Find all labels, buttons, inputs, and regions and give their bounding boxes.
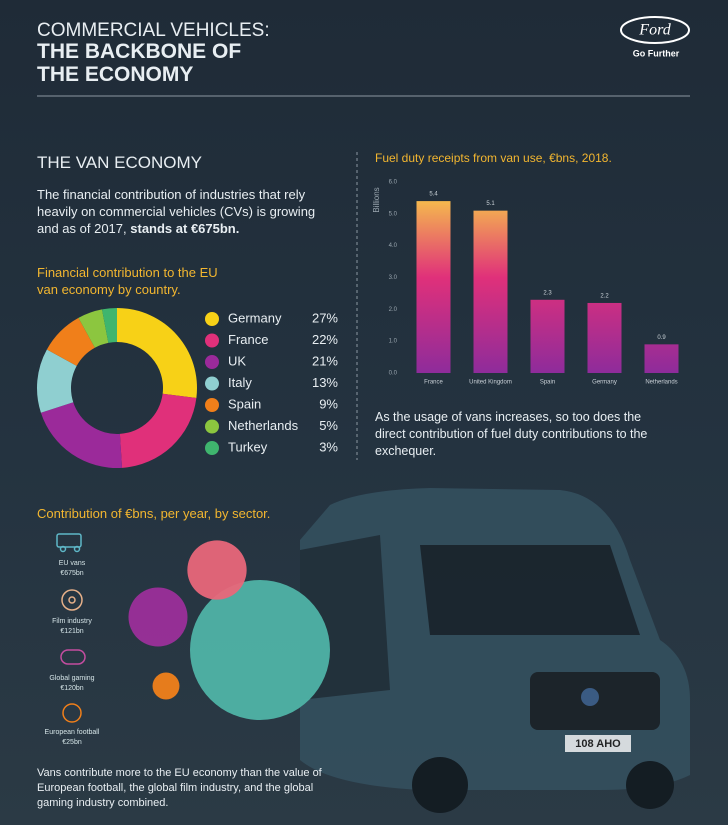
data-label: €121bn (60, 628, 83, 635)
logo-oval (620, 16, 690, 44)
legend-label: Film industry (52, 618, 92, 625)
legend-label: EU vans (59, 560, 86, 567)
bar (644, 344, 679, 373)
van-illustration: 108 AHO (300, 488, 690, 813)
y-axis-label: Billions (372, 187, 381, 212)
bubble (190, 580, 330, 720)
legend-label: Italy (228, 375, 252, 390)
x-tick-label: Germany (592, 380, 617, 386)
data-label: 22% (312, 332, 338, 347)
y-tick-label: 4.0 (389, 243, 398, 249)
data-label: 2.3 (543, 290, 552, 296)
caption: Vans contribute more to the EU economy t… (37, 767, 322, 809)
donut-slice (46, 317, 95, 366)
title: THE BACKBONE OF (37, 40, 242, 63)
data-label: 13% (312, 375, 338, 390)
donut-slice (102, 308, 117, 343)
bar (587, 302, 622, 373)
donut-slice (117, 308, 197, 399)
legend-swatch (205, 376, 219, 391)
data-label: €675bn (60, 570, 83, 577)
bubble (128, 587, 188, 647)
intro-emphasis: stands at €675bn. (130, 221, 240, 236)
legend-label: Netherlands (228, 418, 299, 433)
data-label: 5% (319, 418, 338, 433)
donut-slice (78, 309, 109, 348)
legend-swatch (205, 355, 219, 369)
section-heading: THE VAN ECONOMY (37, 153, 202, 172)
x-tick-label: Spain (540, 380, 555, 386)
data-label: €120bn (60, 685, 83, 692)
donut-slice (37, 349, 77, 413)
tagline: Go Further (633, 48, 680, 58)
bubble (187, 540, 247, 600)
legend-label: Spain (228, 396, 261, 411)
data-label: 5.1 (486, 201, 495, 207)
data-label: 9% (319, 396, 338, 411)
sector-icons (56, 533, 86, 723)
x-tick-label: France (424, 380, 443, 386)
chart-title: Contribution of €bns, per year, by secto… (37, 506, 271, 521)
bar (473, 210, 508, 373)
intro-text: The financial contribution of industries… (37, 187, 316, 236)
y-tick-label: 2.0 (389, 307, 398, 313)
data-label: 2.2 (600, 294, 609, 300)
legend-swatch (205, 333, 219, 348)
y-tick-label: 3.0 (389, 275, 398, 281)
bar (530, 299, 565, 373)
logo: Ford (638, 22, 671, 39)
y-tick-label: 5.0 (389, 211, 398, 217)
legend-label: Germany (228, 310, 282, 325)
bar (416, 201, 451, 373)
data-label: 21% (312, 353, 338, 368)
kicker: COMMERCIAL VEHICLES: (37, 20, 270, 41)
intro: The financial contribution of industries… (37, 186, 322, 237)
bubble (152, 672, 180, 700)
donut-slice (119, 393, 197, 468)
y-tick-label: 0.0 (389, 371, 398, 377)
legend-swatch (205, 398, 219, 412)
caption: As the usage of vans increases, so too d… (375, 410, 648, 458)
y-tick-label: 6.0 (389, 180, 398, 186)
donut-slice (40, 402, 123, 468)
number-plate: 108 AHO (575, 738, 621, 750)
data-label: 0.9 (657, 335, 666, 341)
legend-label: Turkey (228, 439, 268, 454)
data-label: 5.4 (429, 192, 438, 198)
data-label: 3% (319, 439, 338, 454)
title: THE ECONOMY (37, 63, 194, 86)
x-tick-label: Netherlands (645, 380, 677, 386)
legend-label: Global gaming (49, 675, 94, 682)
legend-label: European football (45, 729, 100, 736)
legend-swatch (205, 312, 219, 326)
legend-swatch (205, 441, 219, 455)
legend-label: France (228, 332, 268, 347)
y-tick-label: 1.0 (389, 339, 398, 345)
chart-title: Financial contribution to the EU van eco… (37, 265, 218, 297)
data-label: 27% (312, 310, 338, 325)
legend-label: UK (228, 353, 246, 368)
data-label: €25bn (62, 739, 82, 746)
legend-swatch (205, 419, 219, 434)
x-tick-label: United Kingdom (469, 380, 512, 386)
chart-title: Fuel duty receipts from van use, €bns, 2… (375, 151, 612, 165)
